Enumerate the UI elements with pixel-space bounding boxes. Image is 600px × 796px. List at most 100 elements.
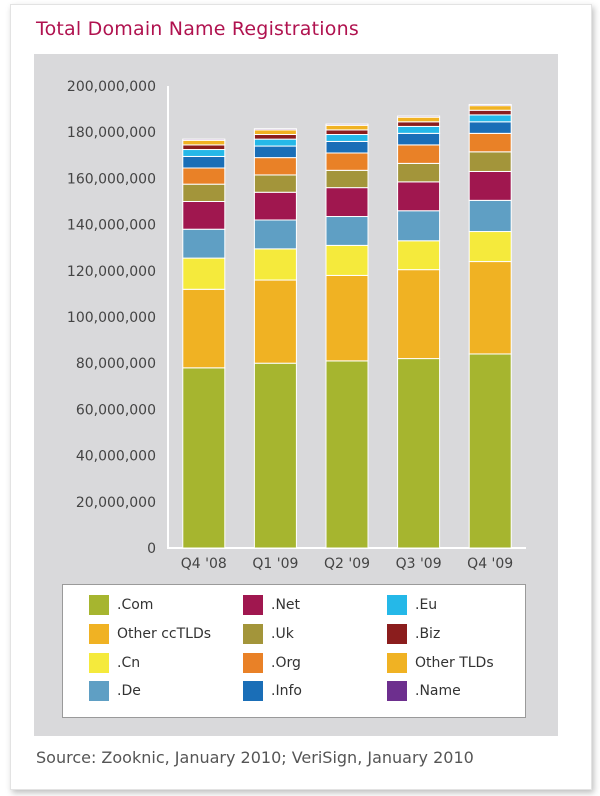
bar-segment: [253, 248, 297, 281]
legend-label: Other ccTLDs: [117, 626, 212, 642]
legend-item: .Biz: [387, 622, 440, 646]
legend-item: .Org: [243, 651, 301, 675]
y-tick-label: 160,000,000: [67, 171, 156, 187]
bar-segment: [468, 151, 512, 172]
legend-item: Other TLDs: [387, 651, 494, 675]
legend-label: .Com: [117, 597, 154, 613]
bar-segment: [468, 105, 512, 111]
legend-item: .Net: [243, 593, 300, 617]
legend-item: .Name: [387, 679, 461, 703]
legend-item: .Uk: [243, 622, 294, 646]
bar-segment: [253, 157, 297, 176]
bar-segment: [253, 134, 297, 140]
bar-segment: [468, 199, 512, 233]
x-tick-label: Q4 '08: [181, 556, 227, 572]
legend-swatch: [243, 653, 263, 673]
stacked-bar-chart: 0 20,000,000 40,000,000 60,000,000 80,000,00…: [67, 79, 526, 572]
y-tick-label: 200,000,000: [67, 79, 156, 95]
legend-swatch: [387, 653, 407, 673]
legend-item: .Com: [89, 593, 153, 617]
bar-segment: [397, 358, 441, 549]
bar-segment: [325, 360, 369, 549]
bar-segment: [182, 149, 226, 157]
bar-segment: [253, 219, 297, 250]
bar-segment: [182, 144, 226, 151]
y-tick-label: 0: [147, 541, 156, 557]
legend-swatch: [243, 624, 263, 644]
bar-segment: [182, 183, 226, 203]
bar-segment: [468, 261, 512, 355]
bar-segment: [468, 170, 512, 201]
chart-title: Total Domain Name Registrations: [36, 18, 359, 40]
legend-swatch: [387, 681, 407, 701]
bar-segment: [182, 155, 226, 169]
x-tick-label: Q4 '09: [467, 556, 513, 572]
bar-segment: [468, 114, 512, 123]
bar-segment: [182, 288, 226, 369]
bar-segment: [397, 116, 441, 123]
bar-segment: [468, 353, 512, 549]
bar-segment: [182, 367, 226, 549]
bar-segment: [182, 257, 226, 290]
bar-segment: [325, 169, 369, 189]
legend-item: .De: [89, 679, 141, 703]
bar-segment: [397, 125, 441, 134]
bar-segment: [182, 201, 226, 230]
bar-segment: [397, 269, 441, 360]
bar-segment: [325, 274, 369, 362]
bar-segment: [253, 129, 297, 136]
bar-segment: [468, 103, 512, 107]
bar-segment: [325, 129, 369, 136]
legend-item: .Cn: [89, 651, 140, 675]
bar-segment: [325, 187, 369, 218]
bar-segment: [325, 123, 369, 126]
legend-label: .Net: [271, 597, 301, 613]
bar-segment: [325, 140, 369, 154]
bar-segment: [325, 216, 369, 246]
bar-segment: [325, 244, 369, 276]
bar-segment: [325, 152, 369, 171]
bar-segment: [397, 162, 441, 183]
bar-segment: [397, 181, 441, 212]
bar-segment: [182, 139, 226, 146]
bar-segment: [325, 124, 369, 131]
legend-label: .Eu: [415, 597, 438, 613]
bar-segment: [468, 109, 512, 116]
legend-label: .Cn: [117, 655, 141, 671]
legend-swatch: [243, 595, 263, 615]
y-tick-label: 120,000,000: [67, 264, 156, 280]
legend-swatch: [89, 681, 109, 701]
bar-segment: [253, 145, 297, 159]
bar-segment: [397, 210, 441, 242]
legend-item: .Eu: [387, 593, 437, 617]
legend-label: .Org: [271, 655, 301, 671]
y-tick-label: 20,000,000: [76, 495, 156, 511]
bar-segment: [397, 240, 441, 271]
legend-swatch: [387, 624, 407, 644]
legend-label: .Name: [415, 683, 461, 699]
source-note: Source: Zooknic, January 2010; VeriSign,…: [36, 748, 474, 767]
y-tick-label: 140,000,000: [67, 218, 156, 234]
bar-segment: [253, 279, 297, 364]
bar-segment: [253, 174, 297, 193]
legend-swatch: [387, 595, 407, 615]
bar-segment: [182, 228, 226, 259]
legend-swatch: [243, 681, 263, 701]
bar-segment: [253, 362, 297, 549]
legend-label: .Info: [271, 683, 302, 699]
legend-item: .Info: [243, 679, 302, 703]
legend-label: .Uk: [271, 626, 294, 642]
x-tick-label: Q1 '09: [252, 556, 298, 572]
y-tick-label: 60,000,000: [76, 402, 156, 418]
legend-label: .Biz: [415, 626, 441, 642]
legend-swatch: [89, 624, 109, 644]
bar-segment: [397, 115, 441, 118]
y-tick-label: 180,000,000: [67, 125, 156, 141]
legend: .Com Other ccTLDs .Cn .De .Net .Uk .Org .Info .E…: [62, 584, 526, 718]
bar-segment: [253, 128, 297, 131]
bar-segment: [182, 138, 226, 141]
legend-label: Other TLDs: [415, 655, 494, 671]
bar-segment: [253, 191, 297, 221]
bar-segment: [325, 134, 369, 142]
bar-segment: [397, 121, 441, 127]
